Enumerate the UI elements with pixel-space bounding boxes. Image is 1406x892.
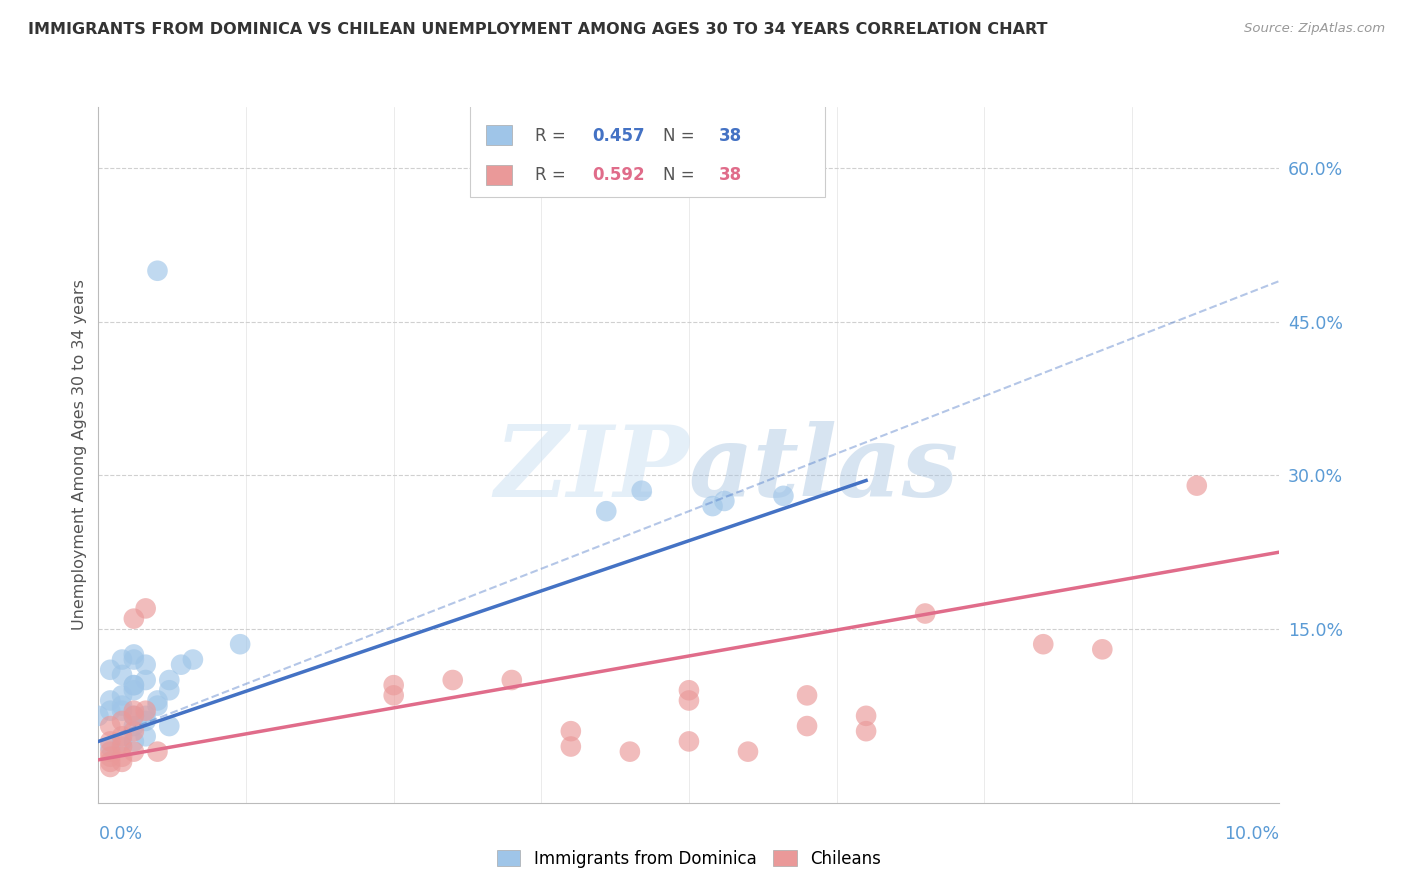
Text: atlas: atlas	[689, 421, 959, 517]
Text: 10.0%: 10.0%	[1225, 825, 1279, 843]
Point	[135, 657, 157, 672]
Point	[98, 734, 121, 748]
Text: Source: ZipAtlas.com: Source: ZipAtlas.com	[1244, 22, 1385, 36]
Point	[157, 673, 180, 687]
Point	[855, 724, 877, 739]
Text: 0.457: 0.457	[592, 128, 645, 145]
Point	[382, 689, 405, 703]
Point	[630, 483, 652, 498]
Point	[796, 719, 818, 733]
Point	[122, 683, 145, 698]
Point	[135, 601, 157, 615]
Point	[111, 668, 134, 682]
Point	[796, 689, 818, 703]
Point	[135, 729, 157, 743]
Point	[111, 698, 134, 713]
Point	[122, 708, 145, 723]
Point	[181, 652, 204, 666]
Point	[146, 698, 169, 713]
Point	[157, 719, 180, 733]
Point	[170, 657, 193, 672]
Point	[157, 683, 180, 698]
Point	[98, 749, 121, 764]
Point	[122, 745, 145, 759]
Point	[560, 724, 582, 739]
Point	[737, 745, 759, 759]
Text: N =: N =	[664, 128, 700, 145]
Text: R =: R =	[536, 128, 571, 145]
FancyBboxPatch shape	[486, 165, 512, 185]
Point	[122, 708, 145, 723]
Point	[441, 673, 464, 687]
Point	[122, 648, 145, 662]
Point	[111, 652, 134, 666]
Point	[122, 678, 145, 692]
Y-axis label: Unemployment Among Ages 30 to 34 years: Unemployment Among Ages 30 to 34 years	[72, 279, 87, 631]
Point	[146, 693, 169, 707]
Point	[98, 663, 121, 677]
Point	[619, 745, 641, 759]
Point	[111, 734, 134, 748]
Point	[111, 755, 134, 769]
Point	[229, 637, 252, 651]
Text: 38: 38	[718, 166, 741, 184]
Point	[98, 745, 121, 759]
Legend: Immigrants from Dominica, Chileans: Immigrants from Dominica, Chileans	[491, 844, 887, 875]
Text: 0.0%: 0.0%	[98, 825, 142, 843]
Point	[122, 612, 145, 626]
Point	[111, 689, 134, 703]
Point	[135, 704, 157, 718]
Text: IMMIGRANTS FROM DOMINICA VS CHILEAN UNEMPLOYMENT AMONG AGES 30 TO 34 YEARS CORRE: IMMIGRANTS FROM DOMINICA VS CHILEAN UNEM…	[28, 22, 1047, 37]
Point	[560, 739, 582, 754]
Point	[855, 708, 877, 723]
Text: ZIP: ZIP	[494, 421, 689, 517]
Point	[122, 678, 145, 692]
Point	[122, 734, 145, 748]
Point	[98, 760, 121, 774]
Point	[98, 719, 121, 733]
Point	[501, 673, 523, 687]
Text: 0.592: 0.592	[592, 166, 645, 184]
Point	[122, 652, 145, 666]
Text: 38: 38	[718, 128, 741, 145]
Point	[1185, 478, 1208, 492]
Point	[146, 264, 169, 278]
Point	[98, 755, 121, 769]
Point	[146, 745, 169, 759]
Point	[111, 704, 134, 718]
Point	[1032, 637, 1054, 651]
Point	[111, 714, 134, 728]
Point	[111, 729, 134, 743]
Point	[702, 499, 724, 513]
Point	[772, 489, 794, 503]
Point	[914, 607, 936, 621]
Point	[122, 719, 145, 733]
Point	[122, 724, 145, 739]
Point	[111, 749, 134, 764]
Point	[122, 704, 145, 718]
Point	[678, 693, 700, 707]
FancyBboxPatch shape	[471, 103, 825, 197]
Point	[111, 739, 134, 754]
Point	[135, 673, 157, 687]
Point	[678, 734, 700, 748]
Point	[98, 693, 121, 707]
Point	[98, 704, 121, 718]
Point	[678, 683, 700, 698]
Text: R =: R =	[536, 166, 571, 184]
Point	[382, 678, 405, 692]
Point	[135, 708, 157, 723]
Point	[98, 739, 121, 754]
Point	[1091, 642, 1114, 657]
Point	[595, 504, 617, 518]
Point	[713, 494, 735, 508]
Point	[87, 708, 110, 723]
Text: N =: N =	[664, 166, 700, 184]
Point	[135, 714, 157, 728]
FancyBboxPatch shape	[486, 126, 512, 145]
